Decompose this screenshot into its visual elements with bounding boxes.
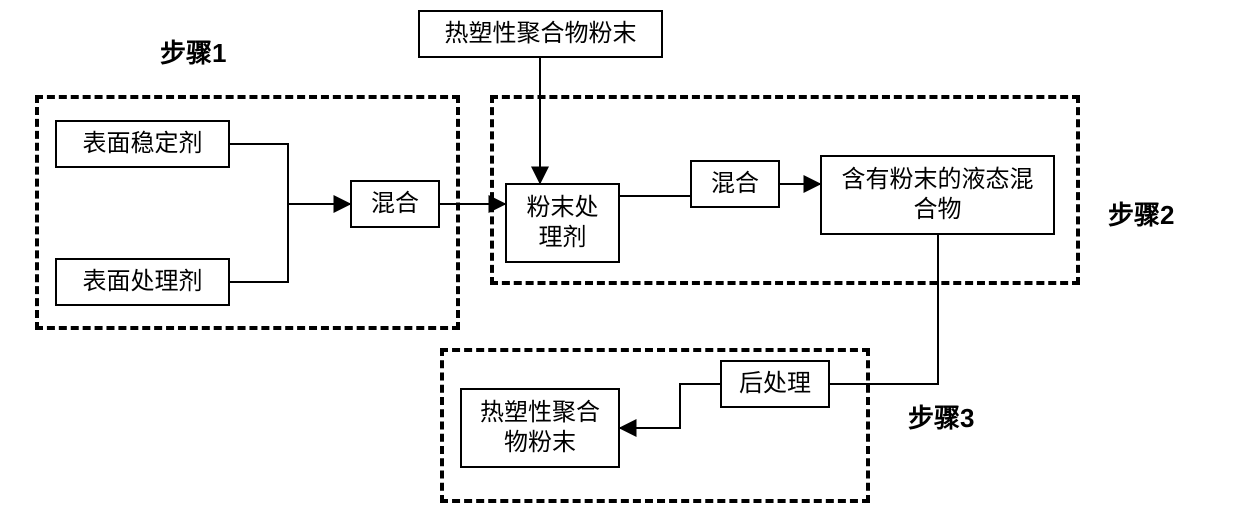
node-mix2: 混合: [690, 160, 780, 208]
step3-label: 步骤3: [908, 398, 974, 435]
node-stabilizer: 表面稳定剂: [55, 120, 230, 168]
node-liquid-mixture: 含有粉末的液态混合物: [820, 155, 1055, 235]
node-polymer-powder-out: 热塑性聚合物粉末: [460, 388, 620, 468]
node-post-process: 后处理: [720, 360, 830, 408]
node-treatment-agent: 表面处理剂: [55, 258, 230, 306]
node-powder-treater: 粉末处理剂: [505, 183, 620, 263]
step1-label: 步骤1: [160, 33, 226, 70]
node-polymer-powder-in: 热塑性聚合物粉末: [418, 10, 663, 58]
node-mix1: 混合: [350, 180, 440, 228]
flowchart-canvas: 步骤1步骤2步骤3热塑性聚合物粉末表面稳定剂表面处理剂混合粉末处理剂混合含有粉末…: [0, 0, 1240, 527]
step2-label: 步骤2: [1108, 195, 1174, 232]
